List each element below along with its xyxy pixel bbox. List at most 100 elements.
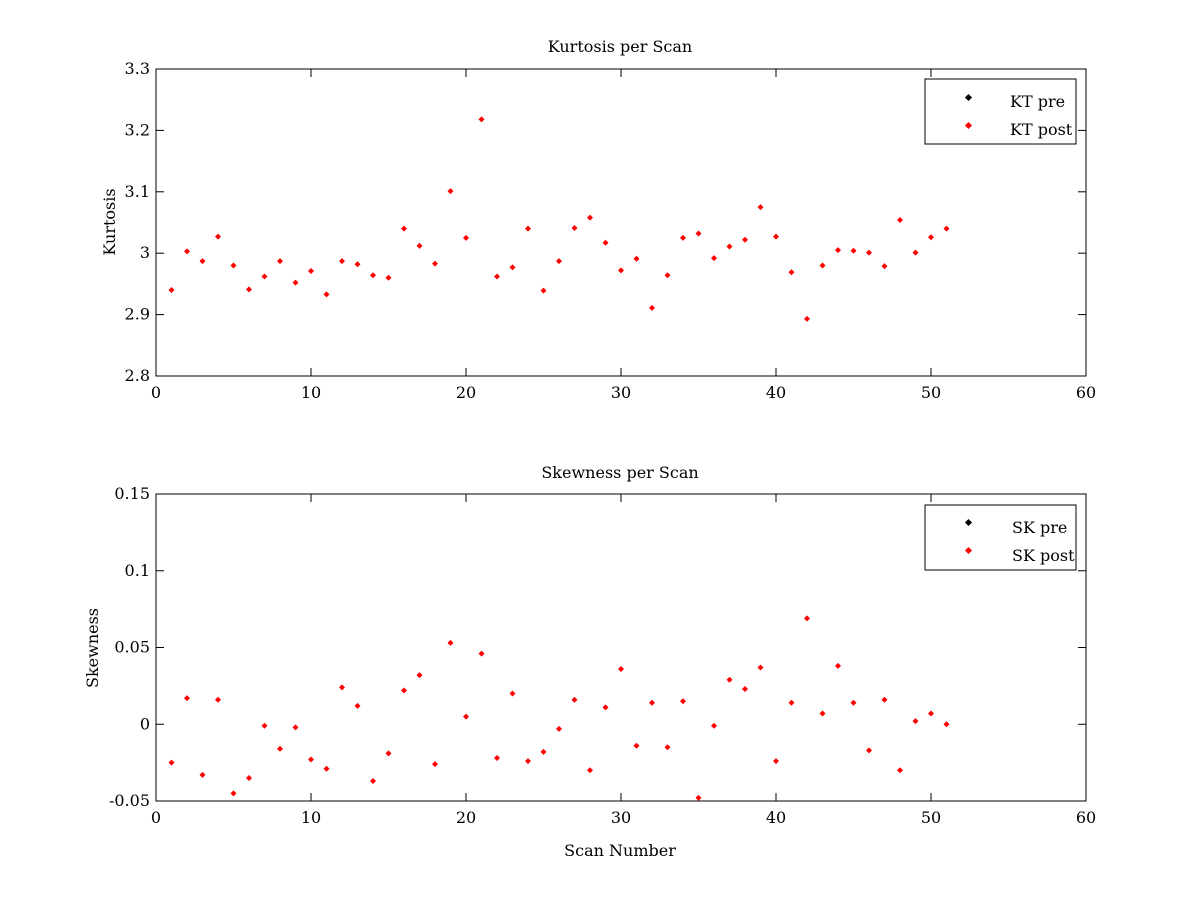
kurtosis-point-post [928, 234, 934, 241]
kurtosis-point-post [881, 263, 888, 270]
skewness-point-post [184, 695, 190, 702]
skewness-xlabel: Scan Number [564, 841, 676, 860]
skewness-point-post [261, 722, 268, 729]
skewness-point-post [773, 758, 779, 765]
kurtosis-point-post [835, 247, 841, 254]
skewness-point-post [711, 722, 717, 729]
skewness-point-post [463, 713, 469, 720]
skewness-subplot: Skewness per Scan Skewness Scan Number 0… [83, 463, 1096, 860]
kurtosis-point-post [695, 230, 702, 237]
kurtosis-point-post [308, 268, 314, 275]
kurtosis-ytick-label: 3.3 [125, 59, 150, 78]
skewness-point-post [432, 761, 438, 768]
legend-label-kt-pre: KT pre [1010, 92, 1065, 111]
kurtosis-point-post [556, 258, 562, 265]
skewness-xtick-label: 40 [766, 808, 786, 827]
kurtosis-title: Kurtosis per Scan [548, 37, 692, 56]
kurtosis-ytick-label: 2.9 [125, 305, 150, 324]
legend-label-sk-pre: SK pre [1012, 518, 1067, 537]
skewness-point-post [556, 725, 562, 732]
skewness-point-post [540, 748, 547, 755]
kurtosis-point-post [912, 249, 919, 256]
kurtosis-point-post [850, 247, 857, 254]
kurtosis-ytick-label: 2.8 [125, 366, 150, 385]
skewness-point-post [928, 710, 934, 717]
skewness-xtick-label: 30 [611, 808, 631, 827]
skewness-point-post [664, 744, 671, 751]
kurtosis-point-post [432, 260, 438, 267]
skewness-point-post [680, 698, 686, 705]
skewness-title: Skewness per Scan [541, 463, 698, 482]
skewness-ytick-label: 0 [140, 714, 150, 733]
kurtosis-point-post [401, 225, 407, 232]
kurtosis-point-post [385, 274, 392, 281]
skewness-point-post [385, 750, 392, 757]
skewness-point-post [199, 771, 206, 778]
kurtosis-point-post [463, 234, 469, 241]
kurtosis-legend: KT pre KT post [924, 78, 1077, 145]
skewness-point-post [230, 790, 237, 797]
skewness-point-post [742, 685, 748, 692]
skewness-point-post [587, 767, 593, 774]
skewness-point-post [416, 672, 423, 679]
skewness-point-post [370, 778, 376, 785]
kurtosis-point-post [509, 264, 516, 271]
skewness-point-post [478, 650, 485, 657]
skewness-point-post [215, 696, 221, 703]
skewness-point-post [168, 759, 175, 766]
kurtosis-ticks: 0 10 20 30 40 50 60 2.8 2.9 3 3.1 3.2 3.3 [125, 59, 1097, 402]
kurtosis-point-post [680, 234, 686, 241]
kurtosis-point-post [788, 269, 795, 276]
kurtosis-point-post [354, 261, 361, 268]
skewness-point-post [695, 794, 702, 801]
skewness-point-post [726, 676, 733, 683]
skewness-point-post [447, 639, 454, 646]
skewness-legend-box [924, 504, 1077, 571]
kurtosis-point-post [370, 272, 376, 279]
skewness-point-post [866, 747, 872, 754]
skewness-point-post [323, 765, 330, 772]
skewness-point-post [912, 718, 919, 725]
kurtosis-point-post [711, 255, 717, 262]
kurtosis-xtick-label: 30 [611, 383, 631, 402]
kurtosis-point-post [230, 262, 237, 269]
kurtosis-ytick-label: 3 [140, 243, 150, 262]
skewness-ytick-label: 0.1 [125, 561, 150, 580]
kurtosis-point-post [633, 255, 640, 262]
kurtosis-point-post [184, 248, 190, 255]
kurtosis-point-post [571, 225, 578, 232]
skewness-point-post [819, 710, 826, 717]
legend-label-sk-post: SK post [1012, 546, 1075, 565]
skewness-point-post [835, 662, 841, 669]
kurtosis-point-post [804, 315, 810, 322]
skewness-point-post [246, 774, 252, 781]
kurtosis-points [168, 116, 950, 322]
kurtosis-xtick-label: 0 [151, 383, 161, 402]
kurtosis-point-post [664, 272, 671, 279]
legend-label-kt-post: KT post [1010, 120, 1073, 139]
skewness-point-post [649, 699, 655, 706]
skewness-point-post [757, 664, 764, 671]
kurtosis-point-post [525, 225, 531, 232]
legend-marker-kt-pre [964, 93, 973, 102]
kurtosis-point-post [618, 267, 624, 274]
kurtosis-ylabel: Kurtosis [100, 188, 119, 255]
kurtosis-point-post [478, 116, 485, 123]
skewness-point-post [571, 696, 578, 703]
skewness-point-post [494, 755, 500, 762]
skewness-ytick-label: 0.05 [114, 638, 150, 657]
skewness-point-post [788, 699, 795, 706]
kurtosis-point-post [339, 258, 345, 265]
kurtosis-point-post [757, 204, 764, 211]
kurtosis-xtick-label: 20 [456, 383, 476, 402]
kurtosis-legend-box [924, 78, 1077, 145]
kurtosis-point-post [602, 239, 609, 246]
kurtosis-point-post [943, 225, 950, 232]
kurtosis-xtick-label: 60 [1076, 383, 1096, 402]
skewness-point-post [850, 699, 857, 706]
kurtosis-point-post [494, 273, 500, 280]
kurtosis-ytick-label: 3.2 [125, 120, 150, 139]
kurtosis-point-post [261, 273, 268, 280]
kurtosis-xtick-label: 40 [766, 383, 786, 402]
